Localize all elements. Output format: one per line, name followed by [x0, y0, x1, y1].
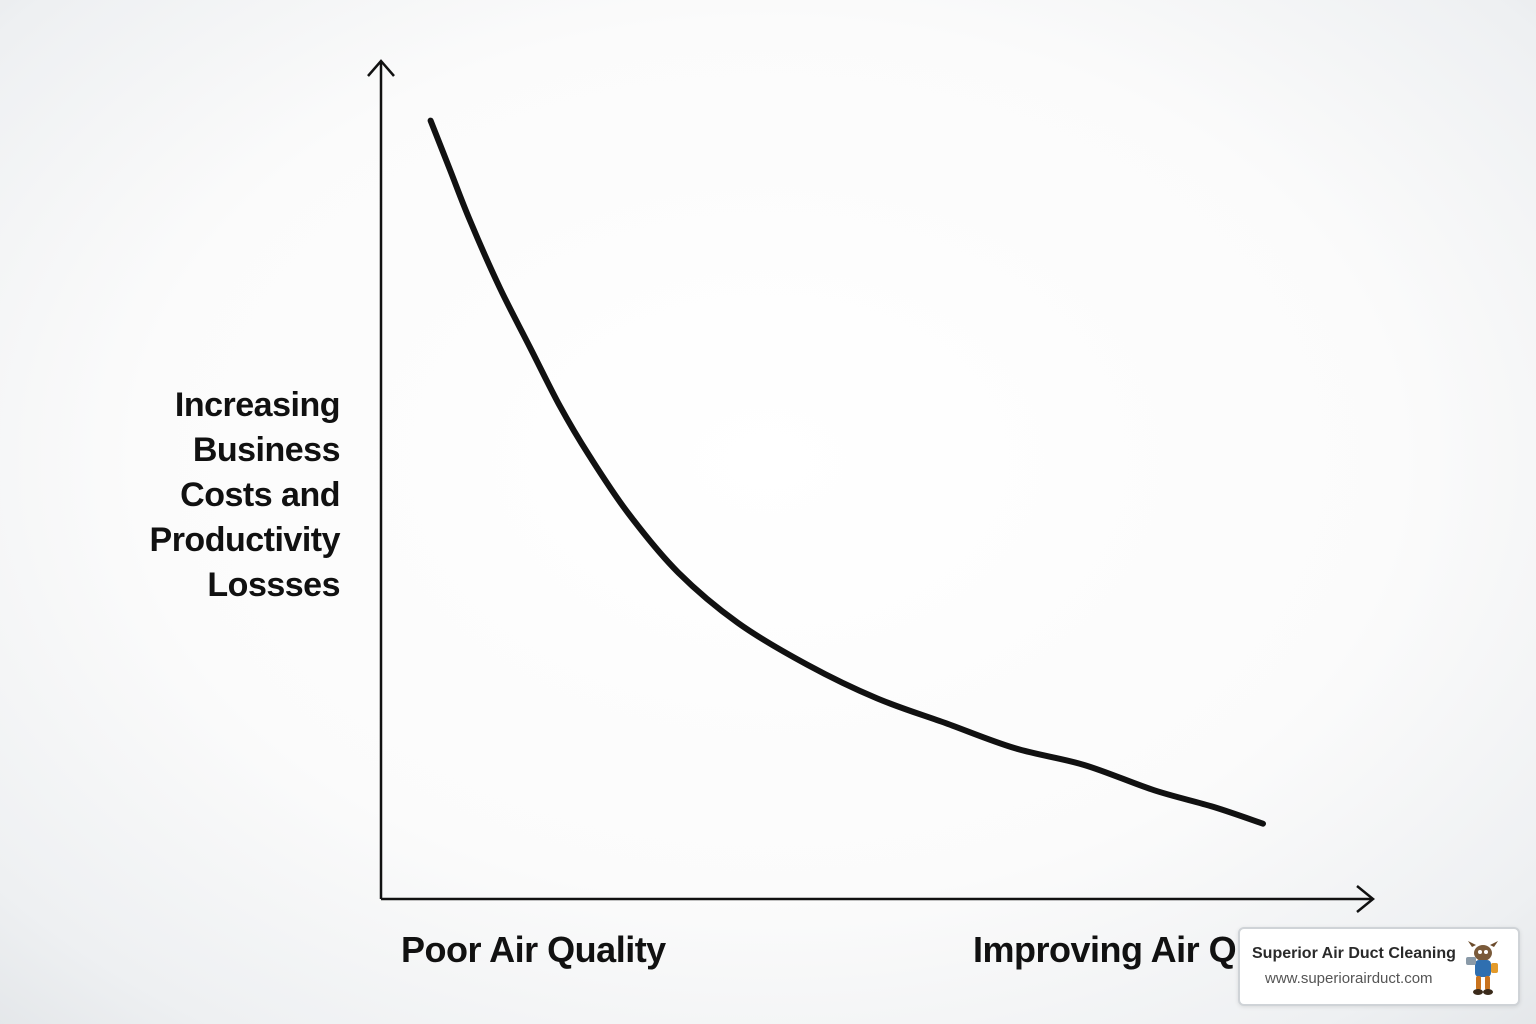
series-line: [427, 117, 1266, 827]
watermark-url: www.superiorairduct.com: [1265, 970, 1433, 987]
y-axis-arrow-head: [367, 59, 395, 77]
y-axis-label-line: Business: [192, 431, 341, 469]
y-axis-label: Increasing Business Costs and Productivi…: [120, 383, 341, 608]
x-axis-arrow-head: [1356, 885, 1375, 913]
y-axis-label-line: Lossses: [207, 566, 340, 604]
y-axis-label-line: Increasing: [174, 386, 341, 424]
y-axis-label-line: Productivity: [149, 521, 341, 559]
watermark-company-name: Superior Air Duct Cleaning: [1252, 945, 1456, 962]
x-axis-label-left: Poor Air Quality: [401, 929, 666, 970]
watermark-badge: Superior Air Duct Cleaning www.superiora…: [1238, 927, 1520, 1006]
duct-mascot-icon: [1466, 941, 1498, 995]
y-axis-label-line: Costs and: [180, 476, 340, 514]
x-axis-label-right: Improving Air Q: [973, 929, 1237, 970]
